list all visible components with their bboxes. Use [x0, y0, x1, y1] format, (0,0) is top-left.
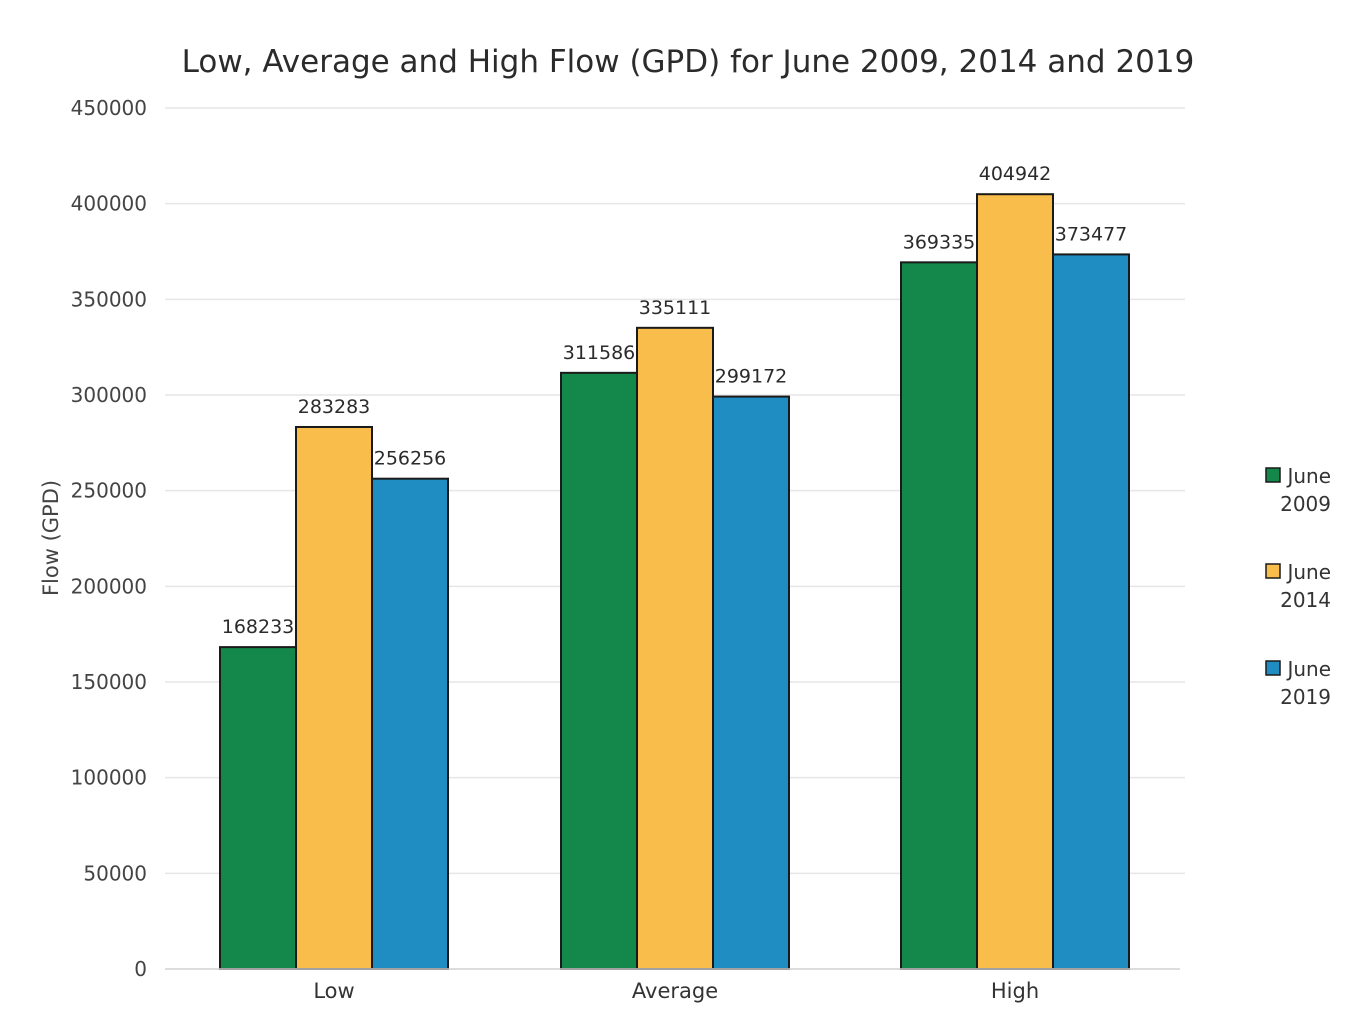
data-label: 168233: [222, 616, 295, 638]
y-tick-label: 150000: [71, 670, 147, 694]
y-tick-label: 400000: [71, 192, 147, 216]
bars: [219, 193, 1130, 971]
data-label: 404942: [979, 163, 1052, 185]
data-label: 256256: [374, 448, 447, 470]
data-label: 283283: [298, 396, 371, 418]
legend-label: 2014: [1280, 588, 1331, 612]
bar-high-june-2009: [900, 261, 978, 970]
y-tick-label: 300000: [71, 383, 147, 407]
legend-label: 2009: [1280, 492, 1331, 516]
data-labels: 168233 283283 256256 311586 335111 299172 3693…: [222, 163, 1128, 638]
chart-title: Low, Average and High Flow (GPD) for Jun…: [182, 44, 1195, 80]
bar-average-june-2019: [712, 395, 790, 970]
data-label: 311586: [563, 342, 636, 364]
category-label-average: Average: [632, 979, 718, 1003]
bar-average-june-2009: [560, 371, 638, 971]
y-tick-label: 350000: [71, 287, 147, 311]
category-labels: Low Average High: [313, 979, 1039, 1003]
y-axis-tick-labels: 0 50000 100000 150000 200000 250000 300000 3500…: [71, 96, 147, 981]
legend-label: June: [1285, 464, 1331, 488]
bar-low-june-2019: [371, 477, 449, 970]
bar-average-june-2014: [636, 326, 714, 970]
legend-swatch: [1265, 660, 1281, 676]
bar-low-june-2014: [295, 425, 373, 971]
legend-item-june-2019: June 2019: [1265, 657, 1331, 709]
legend-item-june-2009: June 2009: [1265, 464, 1331, 516]
y-tick-label: 50000: [83, 861, 147, 885]
y-tick-label: 0: [134, 957, 147, 981]
legend-label: June: [1285, 657, 1331, 681]
data-label: 373477: [1055, 223, 1128, 245]
legend-swatch: [1265, 563, 1281, 579]
legend: June 2009 June 2014 June 2019: [1265, 464, 1331, 709]
legend-swatch: [1265, 467, 1281, 483]
bar-low-june-2009: [219, 646, 297, 970]
legend-item-june-2014: June 2014: [1265, 560, 1331, 612]
data-label: 369335: [903, 231, 976, 253]
legend-label: 2019: [1280, 685, 1331, 709]
category-label-low: Low: [313, 979, 354, 1003]
y-tick-label: 200000: [71, 574, 147, 598]
y-tick-label: 250000: [71, 479, 147, 503]
legend-label: June: [1285, 560, 1331, 584]
y-axis-label: Flow (GPD): [39, 480, 63, 596]
y-tick-label: 100000: [71, 766, 147, 790]
data-label: 335111: [639, 297, 712, 319]
bar-high-june-2019: [1052, 253, 1130, 970]
data-label: 299172: [715, 366, 788, 388]
bar-high-june-2014: [976, 193, 1054, 970]
category-label-high: High: [991, 979, 1039, 1003]
y-tick-label: 450000: [71, 96, 147, 120]
